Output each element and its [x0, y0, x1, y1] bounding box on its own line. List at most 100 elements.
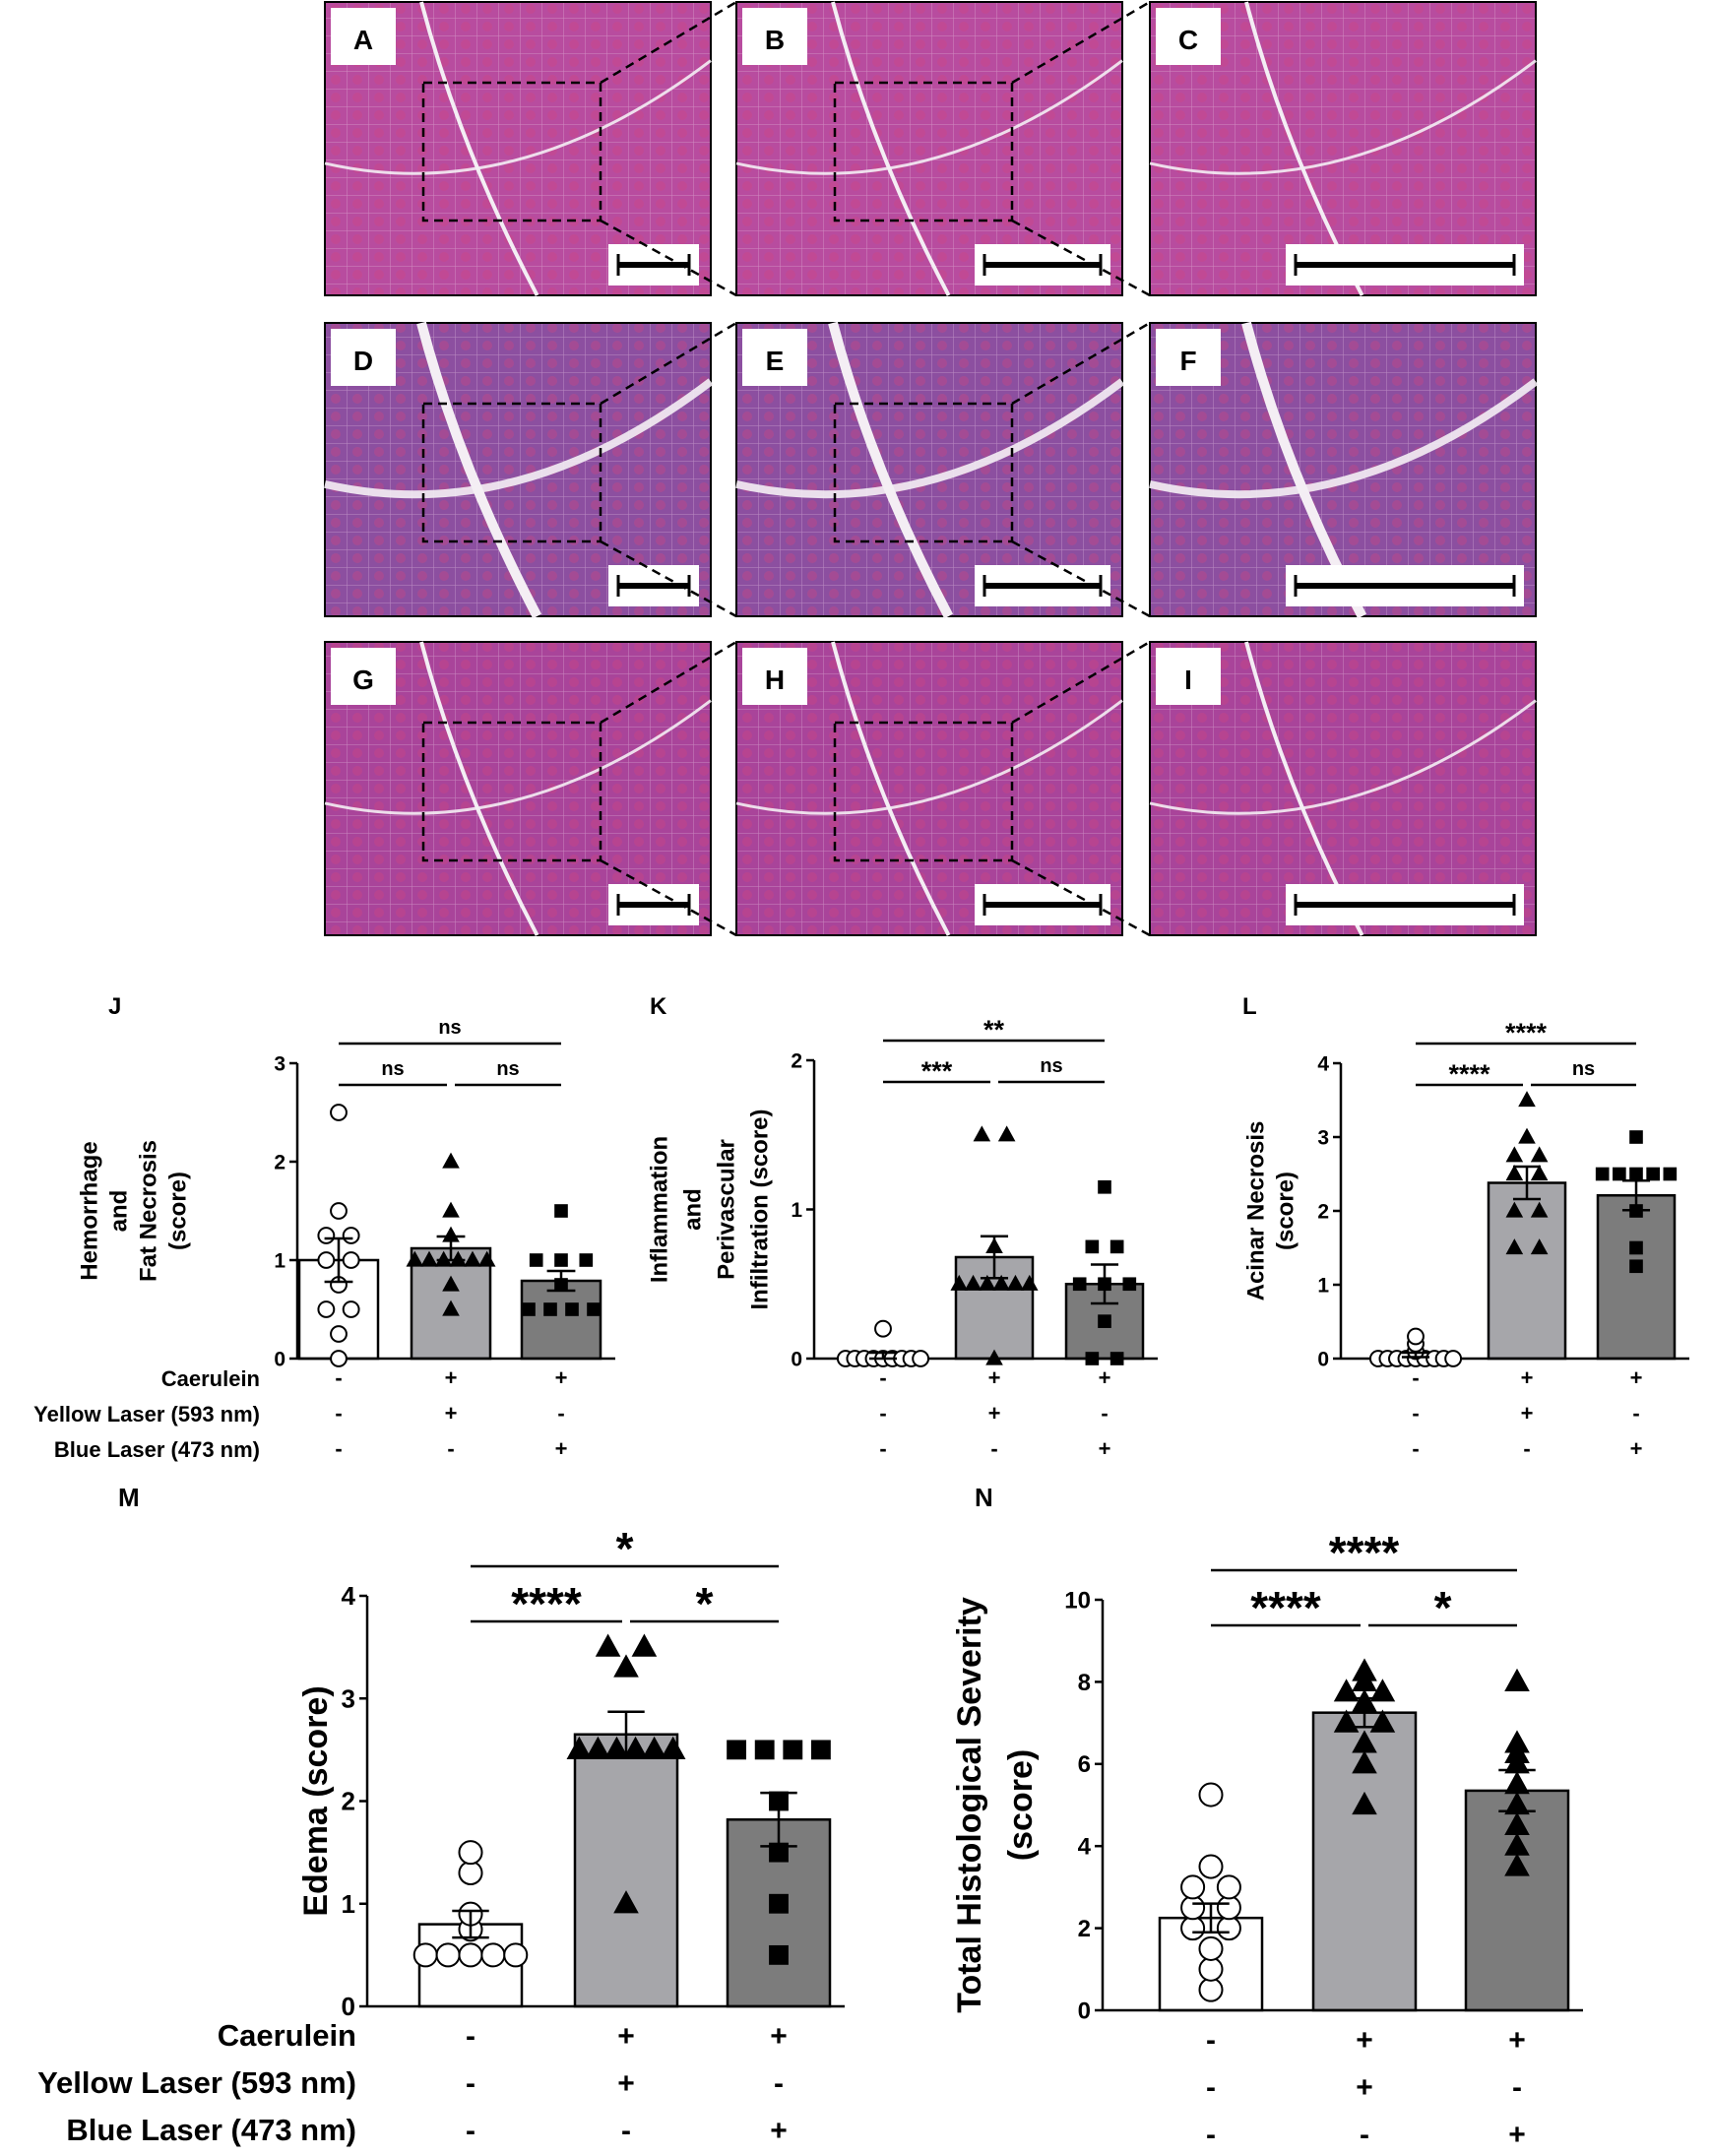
treatment-row-label: Blue Laser (473 nm) [54, 1437, 260, 1462]
data-point [1216, 1874, 1241, 1900]
micrograph-panel-e: E [735, 321, 1151, 619]
data-point [1613, 1167, 1626, 1181]
significance-label: ns [438, 1017, 461, 1039]
y-tick-label: 8 [1078, 1670, 1091, 1696]
data-point [1530, 1238, 1549, 1255]
data-point [1629, 1130, 1643, 1144]
y-tick-label: 0 [342, 1992, 355, 2021]
treatment-sign: - [335, 1401, 342, 1426]
data-point [997, 1125, 1016, 1142]
treatment-row-label: Yellow Laser (593 nm) [37, 2065, 356, 2100]
data-point [769, 1842, 789, 1863]
treatment-sign: - [774, 2067, 784, 2100]
data-point [434, 1250, 453, 1267]
data-point [585, 1736, 611, 1759]
data-point [1098, 1179, 1111, 1194]
data-point [420, 1250, 438, 1267]
treatment-sign: + [770, 2115, 788, 2147]
treatment-sign: + [1356, 2071, 1373, 2104]
data-point [1595, 1167, 1610, 1181]
significance-label: **** [1329, 1527, 1400, 1578]
data-point [1629, 1167, 1643, 1181]
treatment-sign: - [466, 2020, 475, 2053]
y-tick-label: 2 [1317, 1200, 1329, 1223]
treatment-sign: + [445, 1365, 458, 1390]
data-point [1646, 1167, 1660, 1181]
data-point [1530, 1201, 1549, 1218]
data-point [458, 1840, 483, 1866]
data-point [1180, 1916, 1206, 1941]
treatment-sign: - [1206, 2024, 1216, 2057]
data-point [1352, 1791, 1377, 1815]
data-point [1198, 1977, 1224, 2002]
chart-j: J 0 1 2 3 Hemorrhage and Fat Necrosis (score) ns n… [76, 993, 615, 1461]
treatment-sign: + [555, 1436, 568, 1461]
y-axis-label-line: Hemorrhage [76, 1141, 102, 1280]
panel-letter: B [765, 25, 785, 55]
data-point [1072, 1277, 1087, 1292]
data-point [1198, 1956, 1224, 1982]
y-axis-label-line: Inflammation [646, 1136, 672, 1283]
treatment-sign: - [879, 1365, 886, 1390]
data-point [503, 1942, 529, 1968]
y-axis-label-line: and [105, 1190, 132, 1233]
data-point [435, 1942, 461, 1968]
data-point [554, 1253, 568, 1267]
panel-letter: L [1242, 993, 1257, 1020]
y-tick-label: 3 [342, 1683, 355, 1713]
treatment-sign: - [557, 1401, 564, 1426]
data-point [412, 1942, 438, 1968]
treatment-sign: + [1508, 2024, 1526, 2057]
data-point [317, 1227, 336, 1244]
y-axis-label-line: (score) [1002, 1749, 1040, 1861]
significance-label: **** [1250, 1582, 1321, 1633]
y-tick-label: 2 [1078, 1916, 1091, 1942]
y-tick-label: 2 [791, 1049, 802, 1072]
data-point [330, 1325, 348, 1343]
data-point [973, 1125, 991, 1142]
data-point [1518, 1091, 1536, 1108]
panel-letter: F [1179, 346, 1196, 376]
data-point [992, 1274, 1010, 1291]
significance-label: **** [511, 1578, 582, 1629]
data-point [442, 1275, 460, 1292]
data-point [566, 1736, 593, 1759]
data-point [529, 1253, 543, 1267]
y-axis-label-line: Acinar Necrosis [1242, 1121, 1269, 1301]
error-bar [980, 1235, 1009, 1280]
y-tick-label: 0 [791, 1348, 802, 1370]
chart-n: N 0 2 4 6 8 10 Total Histological Severity (scor… [951, 1483, 1583, 2151]
data-point [810, 1740, 831, 1760]
data-point [1198, 1782, 1224, 1807]
error-bar [1192, 1902, 1230, 1934]
data-point [1352, 1730, 1377, 1753]
micrograph-panel-d: D [324, 321, 737, 619]
treatment-sign: - [1412, 1365, 1419, 1390]
panel-letter: H [765, 665, 785, 695]
data-point [979, 1274, 996, 1291]
data-point [912, 1350, 930, 1367]
treatment-sign: + [1521, 1401, 1534, 1426]
data-point [1216, 1895, 1241, 1921]
significance-label: ns [1572, 1058, 1595, 1080]
data-point [554, 1204, 568, 1218]
data-point [1504, 1730, 1530, 1753]
data-point [1407, 1327, 1425, 1346]
data-point [1109, 1239, 1124, 1254]
treatment-sign: + [988, 1401, 1001, 1426]
data-point [1369, 1679, 1396, 1702]
treatment-sign: + [1099, 1436, 1111, 1461]
data-point [330, 1202, 348, 1220]
data-point [985, 1349, 1003, 1365]
data-point [754, 1740, 775, 1760]
data-point [579, 1253, 594, 1267]
y-tick-label: 10 [1064, 1587, 1091, 1614]
data-point [603, 1736, 630, 1759]
treatment-sign: - [1101, 1401, 1108, 1426]
micrograph-panel-i: I [1149, 641, 1537, 936]
data-point [565, 1302, 579, 1316]
data-point [442, 1226, 460, 1242]
data-point [442, 1201, 460, 1218]
data-point [1505, 1165, 1524, 1181]
